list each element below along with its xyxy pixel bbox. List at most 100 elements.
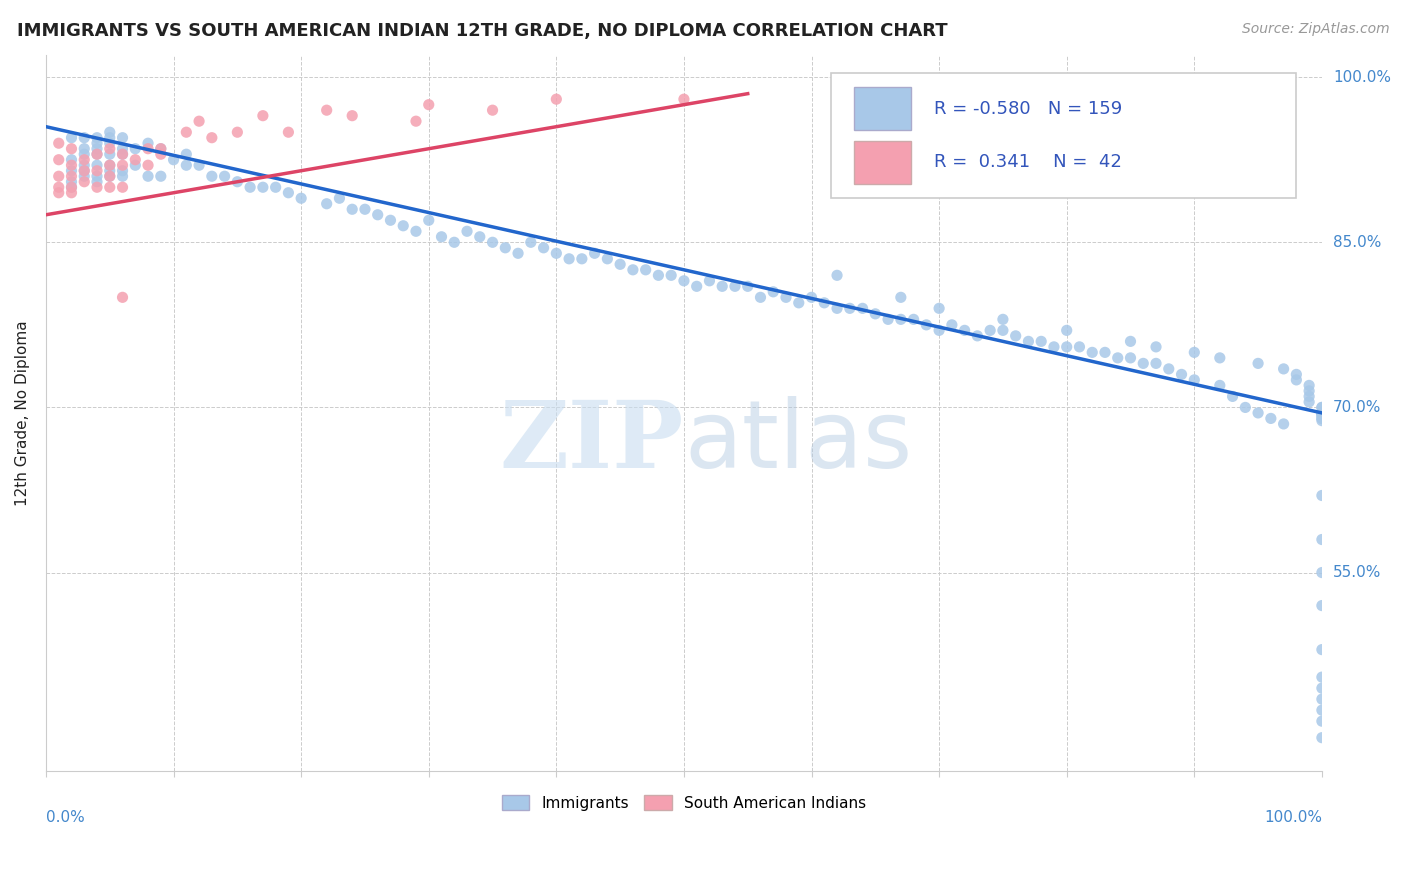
- Point: [724, 279, 747, 293]
- Point: [699, 274, 721, 288]
- Point: [1310, 670, 1333, 684]
- Point: [1285, 368, 1308, 382]
- Point: [877, 312, 900, 326]
- Text: 70.0%: 70.0%: [1333, 400, 1381, 415]
- Point: [176, 158, 198, 172]
- Point: [1182, 345, 1205, 359]
- Point: [1310, 406, 1333, 420]
- Point: [430, 229, 453, 244]
- Point: [48, 153, 70, 167]
- Point: [239, 180, 262, 194]
- Point: [86, 163, 108, 178]
- Point: [953, 323, 976, 337]
- Point: [86, 180, 108, 194]
- Point: [991, 323, 1014, 337]
- Point: [1031, 334, 1053, 349]
- Point: [456, 224, 478, 238]
- Point: [546, 246, 568, 260]
- Point: [903, 312, 925, 326]
- Point: [60, 130, 83, 145]
- Point: [915, 318, 938, 332]
- Point: [672, 92, 695, 106]
- Point: [1234, 401, 1257, 415]
- Point: [60, 175, 83, 189]
- Point: [86, 147, 108, 161]
- Point: [315, 196, 337, 211]
- Point: [1170, 368, 1192, 382]
- Text: 100.0%: 100.0%: [1333, 70, 1391, 85]
- Point: [98, 136, 121, 151]
- Point: [124, 158, 146, 172]
- Point: [392, 219, 415, 233]
- Point: [1157, 362, 1180, 376]
- Point: [1310, 401, 1333, 415]
- Point: [979, 323, 1001, 337]
- Point: [73, 175, 96, 189]
- Point: [98, 125, 121, 139]
- Point: [481, 103, 503, 118]
- Point: [546, 92, 568, 106]
- Point: [73, 142, 96, 156]
- Point: [966, 329, 988, 343]
- Point: [73, 163, 96, 178]
- Point: [290, 191, 312, 205]
- Point: [1222, 389, 1244, 403]
- Point: [73, 163, 96, 178]
- Point: [1272, 362, 1295, 376]
- FancyBboxPatch shape: [831, 73, 1296, 198]
- Point: [277, 125, 299, 139]
- Point: [672, 274, 695, 288]
- Point: [48, 136, 70, 151]
- Point: [621, 262, 644, 277]
- Point: [775, 290, 797, 304]
- Point: [149, 142, 172, 156]
- Point: [558, 252, 581, 266]
- Point: [315, 103, 337, 118]
- Point: [634, 262, 657, 277]
- Point: [1310, 714, 1333, 728]
- Point: [86, 169, 108, 184]
- Point: [1310, 406, 1333, 420]
- Point: [277, 186, 299, 200]
- Legend: Immigrants, South American Indians: Immigrants, South American Indians: [495, 789, 872, 817]
- Point: [1310, 599, 1333, 613]
- FancyBboxPatch shape: [853, 87, 911, 130]
- Point: [86, 158, 108, 172]
- Point: [1310, 414, 1333, 428]
- Point: [1298, 389, 1320, 403]
- Point: [1132, 356, 1154, 370]
- Point: [149, 142, 172, 156]
- Point: [1310, 533, 1333, 547]
- Point: [737, 279, 759, 293]
- Point: [111, 163, 134, 178]
- Point: [1119, 334, 1142, 349]
- Point: [367, 208, 389, 222]
- Point: [188, 114, 211, 128]
- Point: [583, 246, 606, 260]
- Point: [787, 296, 810, 310]
- Point: [98, 158, 121, 172]
- Text: R = -0.580   N = 159: R = -0.580 N = 159: [934, 100, 1122, 118]
- Point: [136, 136, 159, 151]
- Point: [188, 158, 211, 172]
- Point: [226, 175, 249, 189]
- Point: [1081, 345, 1104, 359]
- Point: [1247, 406, 1270, 420]
- Point: [1209, 378, 1232, 392]
- Point: [1043, 340, 1066, 354]
- Point: [136, 158, 159, 172]
- Point: [136, 169, 159, 184]
- Point: [48, 186, 70, 200]
- Point: [1056, 340, 1078, 354]
- Text: 0.0%: 0.0%: [46, 810, 84, 825]
- Point: [98, 180, 121, 194]
- Point: [60, 163, 83, 178]
- Point: [865, 307, 887, 321]
- Text: 55.0%: 55.0%: [1333, 565, 1381, 580]
- Point: [176, 125, 198, 139]
- Point: [941, 318, 963, 332]
- Point: [991, 312, 1014, 326]
- Point: [98, 130, 121, 145]
- Point: [60, 153, 83, 167]
- Point: [1310, 401, 1333, 415]
